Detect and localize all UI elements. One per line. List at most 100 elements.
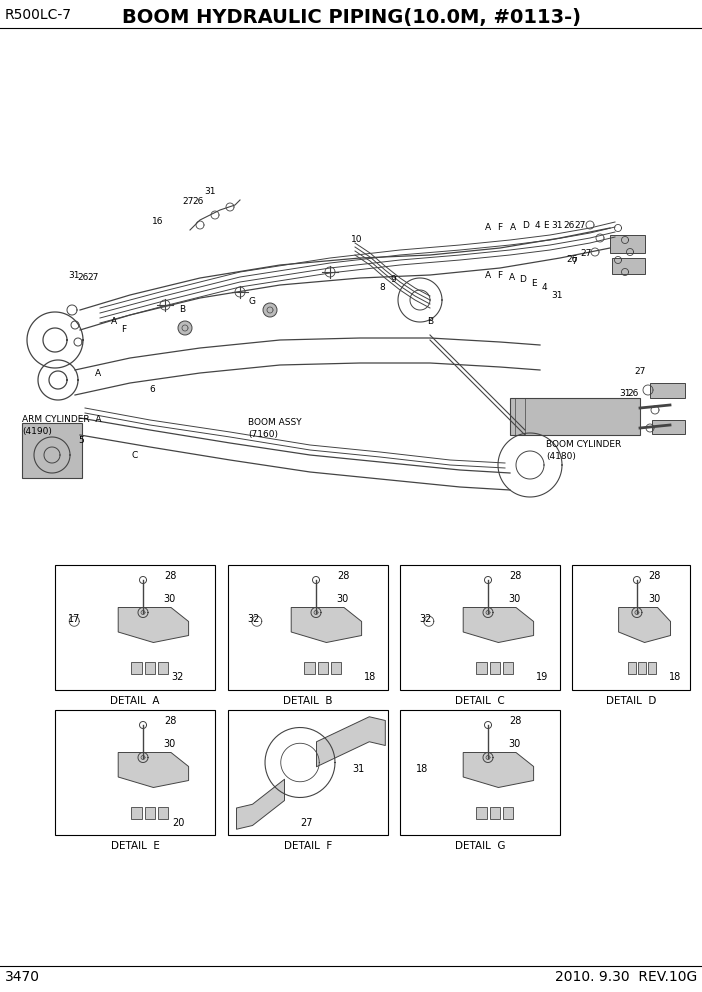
Text: G: G: [249, 298, 256, 307]
Text: 27: 27: [635, 367, 646, 377]
Text: 27: 27: [581, 249, 592, 258]
Text: 27: 27: [87, 274, 99, 283]
Bar: [628, 662, 636, 674]
Text: 28: 28: [649, 571, 661, 581]
Text: 30: 30: [164, 594, 176, 604]
Text: A: A: [509, 274, 515, 283]
Polygon shape: [618, 607, 670, 643]
Text: 27: 27: [183, 196, 194, 205]
Bar: [503, 662, 513, 674]
Text: 20: 20: [172, 817, 184, 827]
Bar: [331, 662, 341, 674]
Text: 28: 28: [509, 716, 521, 726]
Polygon shape: [291, 607, 362, 643]
Text: 30: 30: [337, 594, 349, 604]
Text: 3470: 3470: [5, 970, 40, 984]
Text: 7: 7: [571, 258, 577, 267]
Text: 31: 31: [619, 389, 631, 398]
Text: 28: 28: [164, 716, 176, 726]
Text: R500LC-7: R500LC-7: [5, 8, 72, 22]
Text: 31: 31: [68, 271, 80, 280]
Text: 18: 18: [416, 764, 428, 774]
Text: A: A: [485, 223, 491, 232]
Bar: [228, 710, 388, 835]
Text: 28: 28: [509, 571, 521, 581]
Text: D: D: [519, 276, 526, 285]
Circle shape: [178, 321, 192, 335]
Bar: [131, 662, 142, 674]
Text: 31: 31: [204, 187, 216, 196]
Bar: [503, 806, 513, 819]
Text: A: A: [95, 368, 101, 378]
Text: 32: 32: [172, 673, 184, 682]
Text: 31: 31: [551, 291, 563, 300]
Bar: [477, 806, 487, 819]
Bar: [228, 565, 388, 690]
Text: 30: 30: [164, 739, 176, 749]
Text: ARM CYLINDER  A: ARM CYLINDER A: [22, 415, 102, 424]
Text: DETAIL  E: DETAIL E: [110, 841, 159, 851]
Text: DETAIL  D: DETAIL D: [606, 696, 656, 706]
Text: A: A: [510, 223, 516, 232]
Text: 19: 19: [536, 673, 548, 682]
Bar: [55, 565, 215, 690]
Text: 4: 4: [541, 283, 547, 292]
Text: 28: 28: [164, 571, 176, 581]
Text: F: F: [498, 223, 503, 232]
Text: 30: 30: [509, 739, 521, 749]
Text: BOOM ASSY: BOOM ASSY: [248, 418, 302, 427]
Polygon shape: [463, 607, 534, 643]
Text: E: E: [543, 220, 549, 229]
Text: A: A: [111, 317, 117, 326]
Bar: [131, 806, 142, 819]
Bar: [317, 662, 328, 674]
Bar: [572, 565, 690, 690]
Text: 26: 26: [77, 274, 88, 283]
Text: 4: 4: [534, 220, 540, 229]
Bar: [400, 565, 560, 690]
Text: B: B: [427, 317, 433, 326]
Bar: [305, 662, 315, 674]
Text: 6: 6: [149, 386, 155, 395]
Text: DETAIL  G: DETAIL G: [455, 841, 505, 851]
Bar: [158, 662, 168, 674]
Text: 28: 28: [337, 571, 349, 581]
Text: 26: 26: [192, 196, 204, 205]
Text: 30: 30: [509, 594, 521, 604]
Bar: [638, 662, 646, 674]
Bar: [489, 806, 500, 819]
Text: 2010. 9.30  REV.10G: 2010. 9.30 REV.10G: [555, 970, 697, 984]
Text: 32: 32: [247, 614, 260, 624]
Text: 18: 18: [669, 673, 681, 682]
Text: 30: 30: [649, 594, 661, 604]
Text: A: A: [485, 271, 491, 280]
Text: 27: 27: [574, 220, 585, 229]
Text: 5: 5: [78, 436, 84, 445]
Bar: [158, 806, 168, 819]
Bar: [652, 420, 685, 434]
Polygon shape: [118, 753, 189, 788]
Text: 31: 31: [551, 220, 563, 229]
Bar: [55, 710, 215, 835]
Bar: [510, 398, 640, 435]
Text: 26: 26: [628, 389, 639, 398]
Bar: [400, 710, 560, 835]
Text: E: E: [531, 279, 537, 288]
Polygon shape: [118, 607, 189, 643]
Text: D: D: [522, 220, 529, 229]
Bar: [648, 662, 656, 674]
Text: F: F: [498, 271, 503, 280]
Text: DETAIL  C: DETAIL C: [455, 696, 505, 706]
Text: 9: 9: [390, 276, 396, 285]
Text: 26: 26: [567, 256, 578, 265]
Bar: [145, 806, 155, 819]
Text: 8: 8: [379, 284, 385, 293]
Text: DETAIL  B: DETAIL B: [283, 696, 333, 706]
Text: 27: 27: [300, 817, 312, 827]
Text: (4190): (4190): [22, 427, 52, 436]
Text: 26: 26: [563, 220, 575, 229]
Text: B: B: [179, 306, 185, 314]
Text: DETAIL  F: DETAIL F: [284, 841, 332, 851]
Text: 31: 31: [353, 764, 365, 774]
Bar: [610, 235, 645, 253]
